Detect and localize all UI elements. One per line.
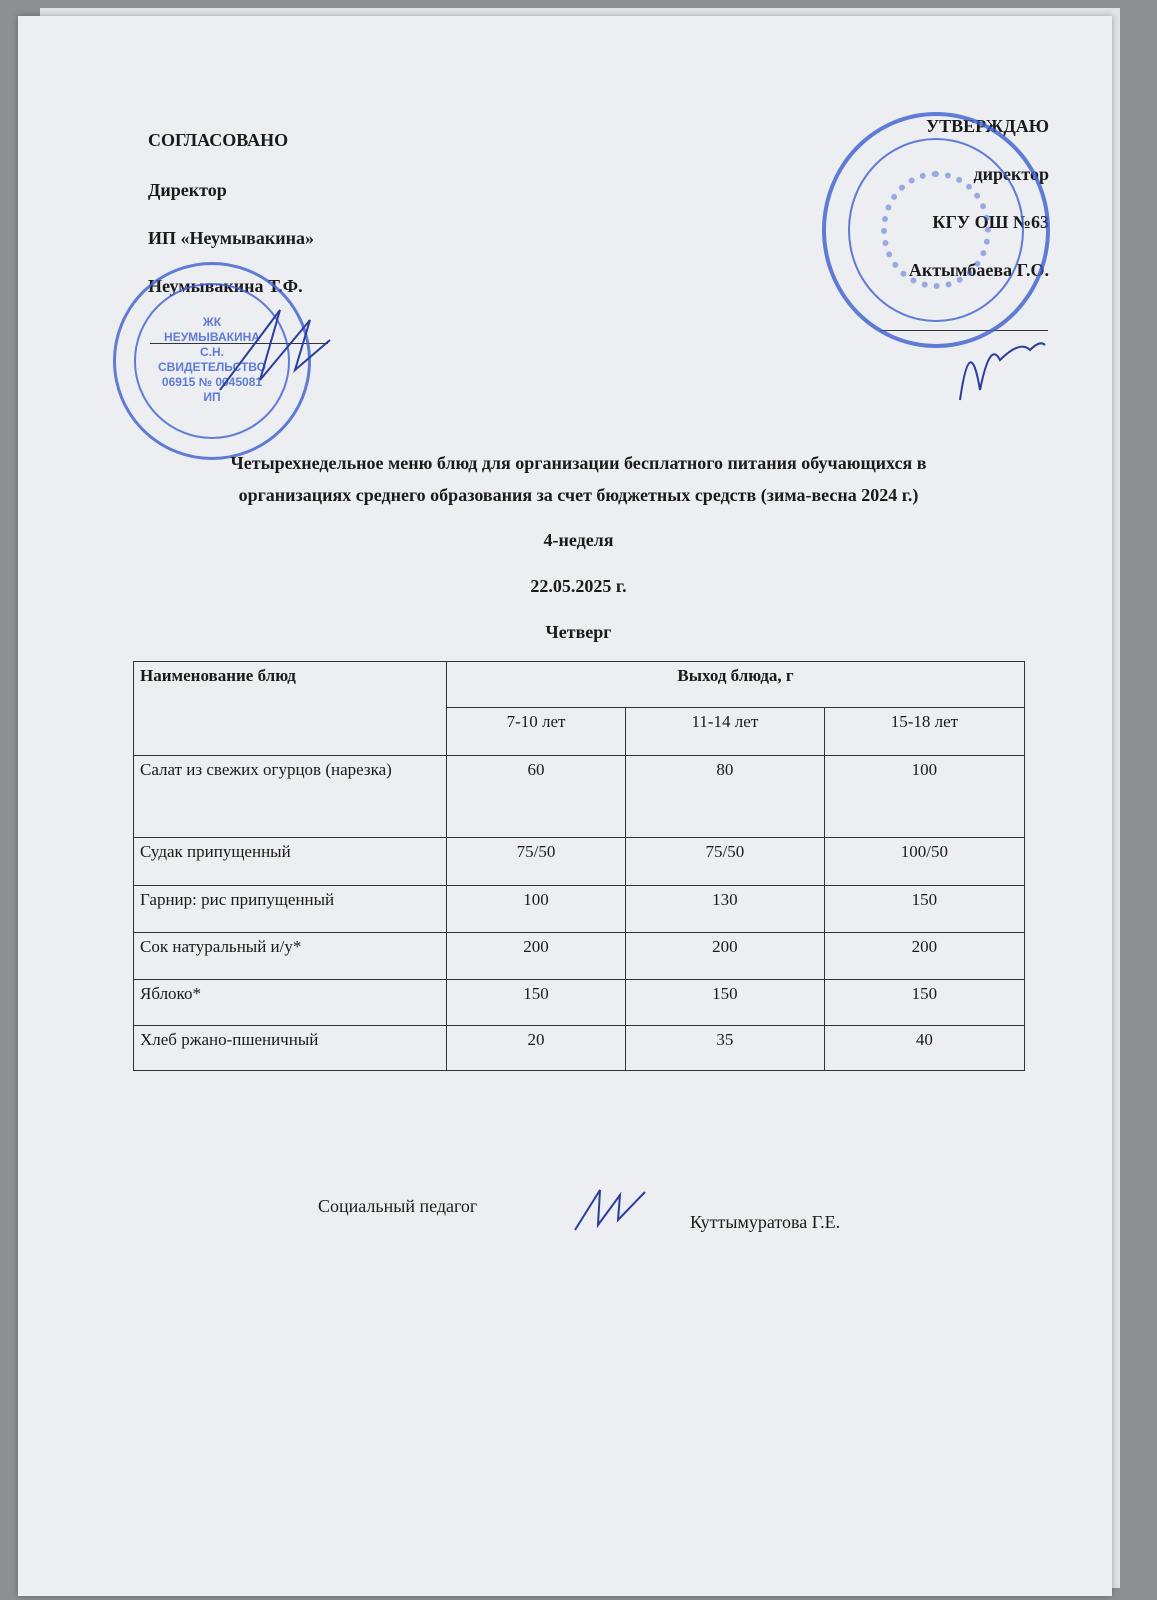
footer-name: Куттымуратова Г.Е. — [690, 1212, 841, 1232]
yield-value: 150 — [823, 979, 1026, 1026]
table-row: Судак припущенный 75/50 75/50 100/50 — [133, 837, 1026, 886]
header-dish-name: Наименование блюд — [133, 661, 447, 756]
signature-right — [959, 342, 1046, 401]
yield-value: 75/50 — [625, 837, 825, 886]
table-row: Сок натуральный и/у* 200 200 200 — [133, 932, 1026, 980]
menu-title-line2: организациях среднего образования за сче… — [238, 485, 919, 505]
signature-left — [219, 309, 331, 391]
week-label: 4-неделя — [543, 530, 614, 550]
yield-value: 35 — [625, 1025, 825, 1071]
stamp-text: ИП — [203, 390, 221, 404]
dish-name: Сок натуральный и/у* — [133, 932, 447, 980]
yield-value: 150 — [823, 885, 1026, 933]
signature-footer — [574, 1189, 646, 1231]
date-label: 22.05.2025 г. — [530, 576, 627, 596]
stamp-text: ЖК — [202, 315, 222, 329]
dish-name: Салат из свежих огурцов (нарезка) — [133, 755, 447, 838]
header-age: 15-18 лет — [823, 707, 1026, 756]
yield-value: 75/50 — [445, 837, 627, 886]
yield-value: 200 — [625, 932, 825, 980]
yield-value: 60 — [445, 755, 627, 838]
approved-title: СОГЛАСОВАНО — [148, 130, 289, 150]
stamp-text: НЕУМЫВАКИНА — [164, 330, 260, 344]
header-yield: Выход блюда, г — [446, 661, 1025, 708]
yield-value: 100 — [823, 755, 1026, 838]
dish-name: Судак припущенный — [133, 837, 447, 886]
stamp-right — [822, 112, 1050, 348]
yield-value: 150 — [625, 979, 825, 1026]
yield-value: 100 — [445, 885, 627, 933]
dish-name: Гарнир: рис припущенный — [133, 885, 447, 933]
yield-value: 200 — [823, 932, 1026, 980]
header-age: 11-14 лет — [625, 707, 825, 756]
day-label: Четверг — [545, 622, 612, 642]
table-row: Салат из свежих огурцов (нарезка) 60 80 … — [133, 755, 1026, 838]
approved-org: ИП «Неумывакина» — [148, 228, 314, 248]
yield-value: 20 — [445, 1025, 627, 1071]
table-row: Гарнир: рис припущенный 100 130 150 — [133, 885, 1026, 933]
yield-value: 80 — [625, 755, 825, 838]
stamp-text: С.Н. — [200, 345, 224, 359]
header-age: 7-10 лет — [445, 707, 627, 756]
yield-value: 150 — [445, 979, 627, 1026]
dish-name: Яблоко* — [133, 979, 447, 1026]
menu-table: Наименование блюд Выход блюда, г 7-10 ле… — [133, 661, 1026, 1071]
dish-name: Хлеб ржано-пшеничный — [133, 1025, 447, 1071]
stamp-text: 06915 № 0045081 — [161, 375, 263, 389]
table-row: Яблоко* 150 150 150 — [133, 979, 1026, 1026]
approved-position: Директор — [148, 180, 227, 200]
yield-value: 200 — [445, 932, 627, 980]
yield-value: 100/50 — [823, 837, 1026, 886]
yield-value: 40 — [823, 1025, 1026, 1071]
stamp-left: ЖК НЕУМЫВАКИНА С.Н. СВИДЕТЕЛЬСТВО 06915 … — [113, 262, 311, 460]
table-row: Хлеб ржано-пшеничный 20 35 40 — [133, 1025, 1026, 1071]
menu-title-line1: Четырехнедельное меню блюд для организац… — [230, 453, 927, 473]
footer-role: Социальный педагог — [318, 1196, 478, 1216]
yield-value: 130 — [625, 885, 825, 933]
